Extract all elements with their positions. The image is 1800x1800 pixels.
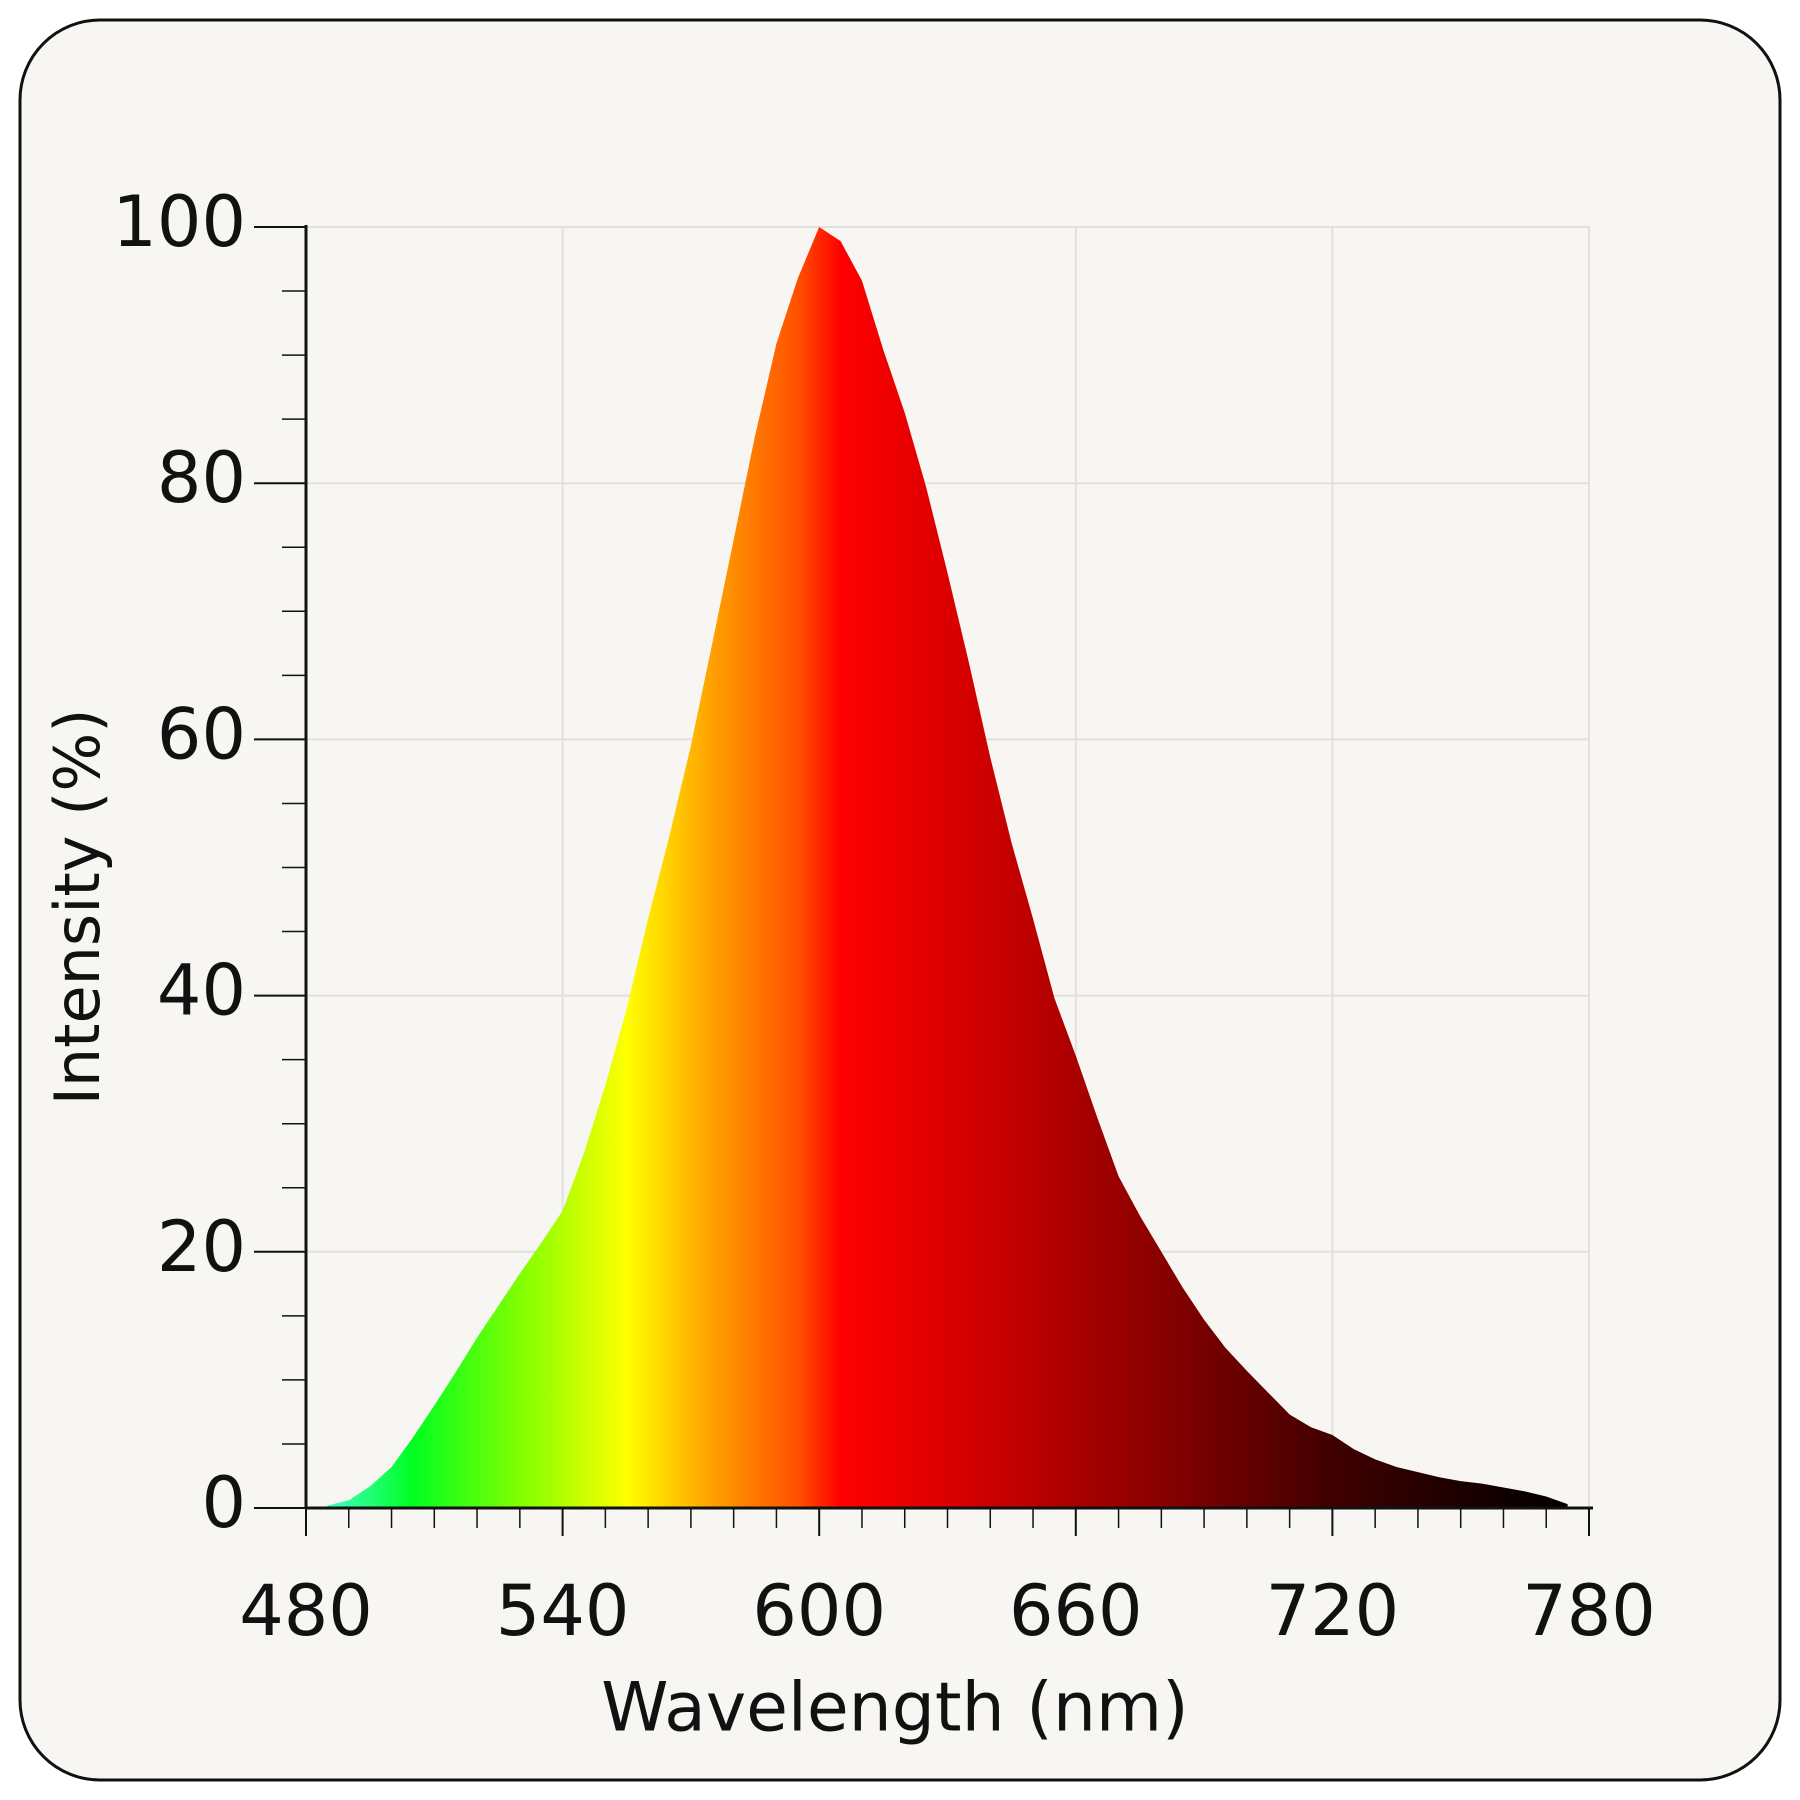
y-tick-label: 60	[157, 693, 246, 775]
y-tick-label: 100	[112, 181, 246, 263]
x-tick-label: 540	[496, 1570, 630, 1652]
x-tick-label: 480	[239, 1570, 373, 1652]
x-tick-label: 600	[752, 1570, 886, 1652]
y-tick-label: 0	[201, 1462, 246, 1544]
y-tick-label: 80	[157, 437, 246, 519]
x-tick-label: 780	[1522, 1570, 1656, 1652]
x-axis-label: Wavelength (nm)	[601, 1669, 1188, 1748]
x-tick-label: 720	[1266, 1570, 1400, 1652]
spectrum-area	[327, 227, 1568, 1508]
x-tick-label: 660	[1009, 1570, 1143, 1652]
y-tick-label: 20	[157, 1206, 246, 1288]
y-tick-label: 40	[157, 950, 246, 1032]
y-axis-label: Intensity (%)	[41, 709, 114, 1106]
